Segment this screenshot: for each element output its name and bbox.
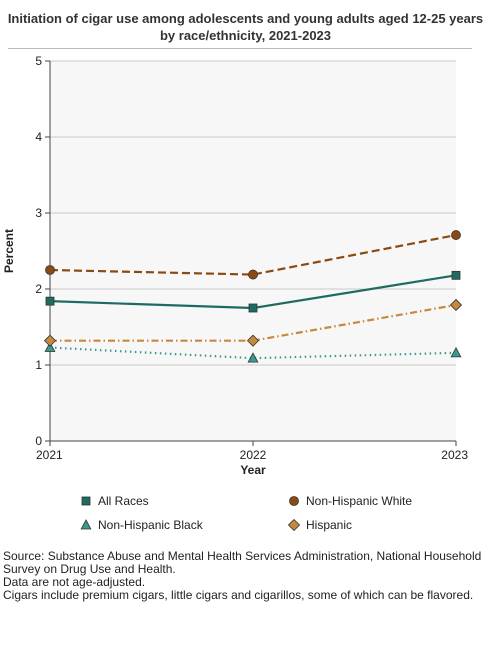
chart-legend: All Races Non-Hispanic White Non-Hispanic …: [80, 494, 480, 544]
data-point-non-hispanic-white: [248, 269, 258, 280]
legend-marker-non-hispanic-white: [289, 496, 299, 506]
data-point-non-hispanic-white: [451, 230, 461, 240]
y-tick-label: 5: [35, 54, 42, 68]
legend-item-hispanic: Hispanic: [288, 518, 352, 532]
line-chart: 0 1 2 3 4 5 2021 2022 2023 Year Percent: [2, 54, 468, 477]
y-tick-label: 4: [35, 130, 42, 144]
y-tick-label: 0: [35, 434, 42, 448]
data-point-all-races: [248, 303, 258, 313]
legend-item-non-hispanic-white: Non-Hispanic White: [288, 494, 412, 508]
cigar-definition-note: Cigars include premium cigars, little ci…: [3, 588, 474, 602]
legend-item-all-races: All Races: [80, 494, 149, 508]
data-point-hispanic: [43, 334, 57, 347]
source-note: Source: Substance Abuse and Mental Healt…: [3, 549, 482, 576]
data-point-all-races: [45, 296, 55, 306]
y-tick-label: 2: [35, 282, 42, 296]
legend-label-non-hispanic-black: Non-Hispanic Black: [98, 518, 203, 532]
data-point-non-hispanic-white: [45, 265, 55, 275]
x-tick-label: 2022: [240, 448, 267, 462]
data-point-non-hispanic-black: [44, 341, 56, 352]
series-line-non-hispanic-white: [49, 233, 457, 276]
data-point-all-races: [451, 270, 461, 280]
data-point-hispanic: [449, 298, 463, 312]
data-point-hispanic: [246, 334, 260, 347]
x-axis-title: Year: [240, 463, 266, 477]
legend-swatch-non-hispanic-white: [289, 496, 299, 506]
data-point-non-hispanic-black: [450, 346, 462, 358]
legend-label-non-hispanic-white: Non-Hispanic White: [306, 494, 413, 508]
chart-title: Initiation of cigar use among adolescent…: [7, 11, 484, 43]
legend-swatch-non-hispanic-black: [80, 519, 92, 530]
legend-swatch-all-races: [81, 496, 91, 506]
legend-swatch-hispanic: [288, 519, 300, 531]
y-axis-title: Percent: [2, 229, 16, 273]
legend-marker-hispanic: [288, 519, 300, 531]
y-tick-label: 3: [35, 206, 42, 220]
title-divider: [8, 48, 472, 49]
x-tick-label: 2023: [441, 448, 468, 462]
y-tick-label: 1: [35, 358, 42, 372]
legend-marker-non-hispanic-black: [80, 519, 92, 530]
x-tick-label: 2021: [36, 448, 63, 462]
legend-marker-all-races: [81, 496, 91, 506]
age-adjust-note: Data are not age-adjusted.: [3, 575, 146, 589]
legend-label-hispanic: Hispanic: [306, 518, 353, 532]
plot-background: [50, 61, 456, 441]
legend-item-non-hispanic-black: Non-Hispanic Black: [80, 518, 203, 532]
legend-label-all-races: All Races: [98, 494, 149, 508]
data-point-non-hispanic-black: [247, 352, 259, 363]
chart-notes: Source: Substance Abuse and Mental Healt…: [3, 550, 489, 602]
